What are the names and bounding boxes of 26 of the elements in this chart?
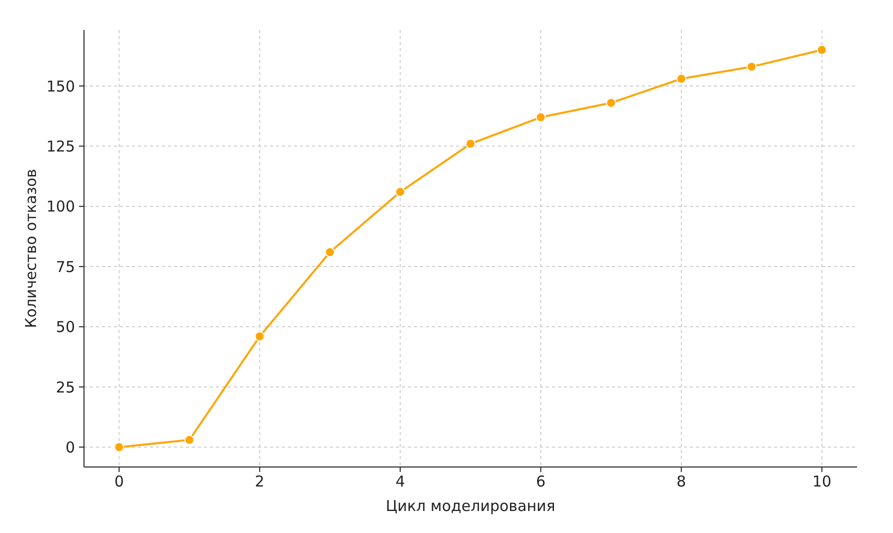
y-tick-label: 50 [56, 318, 75, 336]
point [746, 62, 757, 72]
point [466, 138, 476, 149]
point [114, 442, 124, 452]
y-tick-label: 75 [56, 258, 75, 276]
point [536, 112, 546, 122]
y-tick-label: 25 [56, 378, 75, 396]
point [184, 434, 194, 445]
x-tick-label: 4 [395, 472, 405, 491]
x-axis-title: Цикл моделирования [386, 497, 556, 515]
point [676, 74, 686, 84]
y-tick-label: 150 [46, 77, 75, 96]
x-tick-label: 0 [114, 472, 124, 491]
point [816, 44, 827, 55]
x-tick-label: 10 [812, 472, 832, 491]
y-axis-title: Количество отказов [22, 168, 40, 328]
x-tick-label: 6 [536, 472, 546, 491]
y-tick-label: 100 [46, 198, 75, 216]
point [324, 247, 335, 258]
y-tick-label: 125 [46, 137, 75, 156]
y-tick-label: 0 [65, 438, 75, 456]
point [606, 98, 616, 108]
point [254, 331, 265, 342]
x-tick-label: 8 [676, 472, 686, 491]
point [395, 186, 406, 197]
x-tick-label: 2 [254, 472, 264, 491]
